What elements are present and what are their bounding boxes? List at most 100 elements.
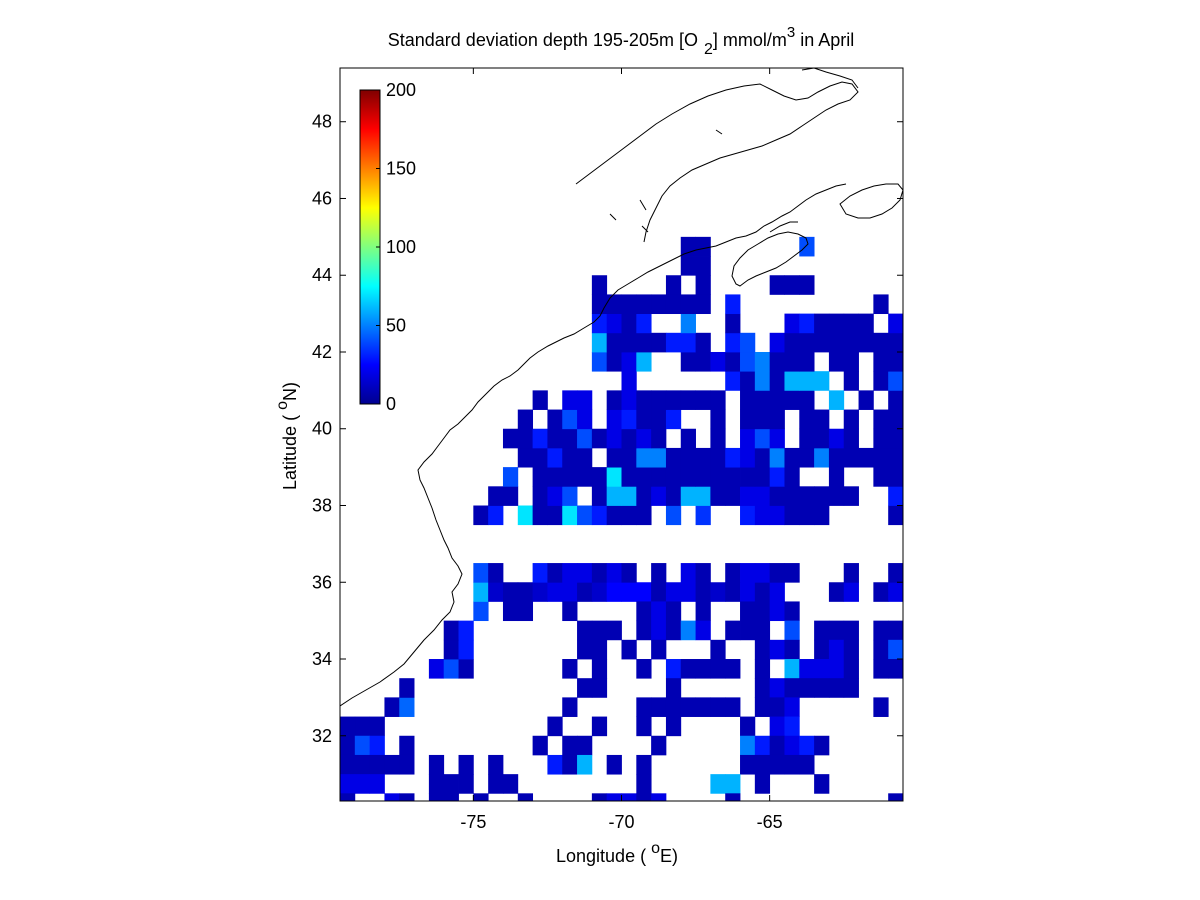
heatmap-cell [769,409,785,430]
x-tick-label: -75 [460,812,486,832]
heatmap-cell [725,486,741,506]
heatmap-cell [636,486,652,506]
heatmap-cell [710,697,726,717]
heatmap-cell [725,620,741,641]
heatmap-cell [858,447,874,468]
heatmap-cell [754,678,771,698]
heatmap-cell [443,793,459,801]
heatmap-cell [769,563,785,583]
heatmap-cell [799,428,815,449]
heatmap-cell [873,428,889,449]
heatmap-cell [636,505,652,526]
heatmap-cell [606,313,622,334]
heatmap-cell [680,659,696,679]
heatmap-cell [532,735,548,756]
heatmap-cell [665,486,682,506]
heatmap-cell [784,563,800,583]
heatmap-cell [680,313,696,334]
heatmap-cell [562,601,578,622]
heatmap-cell [636,582,652,602]
heatmap-cell [577,409,593,430]
heatmap-cell [784,735,800,756]
y-axis-label: Latitude ( oN) [274,382,300,490]
heatmap-cell [636,332,652,353]
heatmap-cell [740,409,756,430]
heatmap-cell [665,467,682,487]
heatmap-cell [636,716,652,737]
heatmap-cell [784,371,800,391]
heatmap-cell [665,447,682,468]
heatmap-cell [873,332,889,353]
heatmap-cell [384,793,400,801]
heatmap-cell [814,313,830,334]
heatmap-cell [399,697,415,717]
heatmap-cell [636,793,652,801]
heatmap-cell [828,447,845,468]
heatmap-cell [591,582,608,602]
heatmap-cell [888,639,903,660]
heatmap-cell [695,294,711,315]
heatmap-cell [636,409,652,430]
heatmap-cell [784,313,800,334]
heatmap-cell [651,409,667,430]
heatmap-cell [665,716,682,737]
heatmap-cell [695,659,711,679]
heatmap-cell [754,505,771,526]
heatmap-cell [799,447,815,468]
heatmap-cell [636,294,652,315]
heatmap-cell [799,390,815,410]
heatmap-cell [636,601,652,622]
heatmap-cell [828,582,845,602]
heatmap-cell [606,390,622,410]
heatmap-cell [843,563,859,583]
heatmap-cell [873,351,889,372]
heatmap-cell [369,774,385,794]
heatmap-cell [843,582,859,602]
heatmap-cell [754,428,771,449]
heatmap-cell [873,582,889,602]
heatmap-cell [888,620,903,641]
heatmap-cell [754,620,771,641]
heatmap-cell [769,332,785,353]
y-tick-label: 48 [312,112,332,132]
heatmap-cell [784,697,800,717]
heatmap-cell [340,754,356,775]
heatmap-cell [828,467,845,487]
heatmap-cell [873,371,889,391]
heatmap-cell [591,620,608,641]
heatmap-cell [873,620,889,641]
heatmap-cell [399,793,415,801]
heatmap-cell [888,582,903,602]
heatmap-cell [725,659,741,679]
heatmap-cell [606,409,622,430]
heatmap-cell [814,409,830,430]
heatmap-cell [665,601,682,622]
heatmap-cell [754,409,771,430]
heatmap-cell [754,371,771,391]
heatmap-cell [740,582,756,602]
heatmap-cell [828,639,845,660]
heatmap-cell [858,390,874,410]
heatmap-cell [621,371,637,391]
heatmap-cell [799,659,815,679]
heatmap-cell [888,409,903,430]
heatmap-cell [443,620,459,641]
heatmap-cell [399,678,415,698]
heatmap-cell [651,447,667,468]
heatmap-cell [502,774,519,794]
heatmap-cell [784,486,800,506]
heatmap-cell [769,735,785,756]
heatmap-cell [769,754,785,775]
heatmap-cell [754,467,771,487]
heatmap-cell [843,332,859,353]
heatmap-cell [354,716,371,737]
heatmap-cell [517,601,534,622]
heatmap-cell [784,390,800,410]
heatmap-cell [740,754,756,775]
colorbar-ticks: 0 50 100 150 200 [376,80,416,414]
heatmap-cell [710,774,726,794]
heatmap-cell [754,774,771,794]
heatmap-cell [577,639,593,660]
heatmap-cell [651,467,667,487]
heatmap-cell [591,351,608,372]
